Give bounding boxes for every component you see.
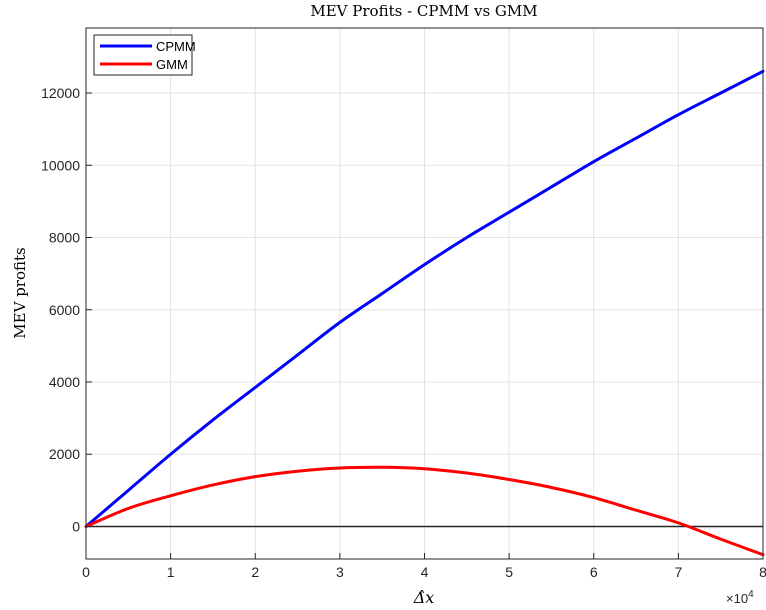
- x-tick-label: 1: [167, 564, 175, 580]
- legend-label-gmm: GMM: [156, 57, 188, 72]
- grid-lines: [85, 28, 764, 559]
- x-tick-label: 6: [590, 564, 598, 580]
- x-tick-label: 2: [251, 564, 259, 580]
- y-tick-label: 12000: [41, 85, 80, 101]
- series-line-gmm: [84, 465, 765, 557]
- legend-label-cpmm: CPMM: [156, 39, 196, 54]
- y-tick-label: 0: [72, 518, 80, 534]
- x-axis-ticks: 0 1 2 3 4 5 6 7 8: [82, 553, 766, 580]
- x-tick-label: 7: [674, 564, 682, 580]
- y-tick-label: 2000: [49, 446, 80, 462]
- y-tick-label: 4000: [49, 374, 80, 390]
- x-axis-multiplier-base: ×10: [726, 591, 748, 606]
- x-tick-label: 8: [759, 564, 766, 580]
- legend-box: [93, 34, 193, 76]
- plot-area: [84, 27, 765, 560]
- y-axis-ticks: 0 2000 4000 6000 8000 10000 12000: [41, 85, 92, 534]
- x-tick-label: 0: [82, 564, 90, 580]
- x-axis-label: Δ̂x: [413, 588, 435, 607]
- x-tick-label: 5: [505, 564, 513, 580]
- series-lines: [84, 69, 765, 557]
- chart-title: MEV Profits - CPMM vs GMM: [310, 2, 537, 20]
- y-tick-label: 10000: [41, 157, 80, 173]
- x-tick-label: 4: [421, 564, 429, 580]
- y-tick-label: 8000: [49, 230, 80, 246]
- y-axis-label: MEV profits: [11, 247, 29, 338]
- series-line-cpmm: [84, 69, 765, 528]
- x-tick-label: 3: [336, 564, 344, 580]
- x-axis-multiplier: ×104: [726, 589, 754, 606]
- x-axis-multiplier-exponent: 4: [748, 589, 754, 600]
- legend: CPMM GMM: [93, 34, 196, 76]
- y-tick-label: 6000: [49, 302, 80, 318]
